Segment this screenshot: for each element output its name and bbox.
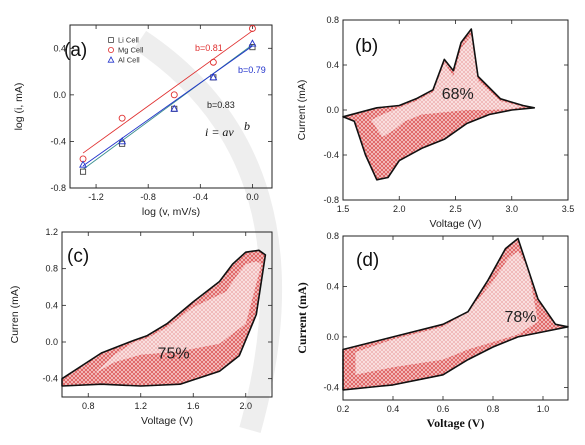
x-tick-label: 2.0: [239, 401, 252, 411]
panel-label: (c): [67, 246, 89, 267]
cv-curve: [61, 249, 267, 387]
x-tick-label: 3.5: [562, 204, 575, 214]
data-point: [209, 58, 217, 66]
legend-marker: [108, 37, 114, 43]
x-tick-label: 1.2: [134, 401, 147, 411]
x-tick-label: 0.2: [337, 404, 350, 414]
x-tick-label: 2.0: [393, 204, 406, 214]
data-point: [118, 114, 126, 122]
x-tick-label: 3.0: [505, 204, 518, 214]
y-tick-label: 0.0: [45, 337, 58, 347]
legend-entry: Al Cell: [118, 56, 140, 65]
x-axis-label: Voltage (V): [430, 218, 482, 230]
y-tick-label: 0.8: [45, 264, 58, 274]
data-point: [209, 73, 218, 81]
plot-frame: [61, 231, 273, 398]
plot-frame: [69, 24, 273, 189]
x-tick-label: 1.0: [537, 404, 550, 414]
equation-label: i = av: [205, 125, 234, 139]
capacity-region-inner: [355, 251, 538, 375]
y-axis-label: Current (mA): [295, 282, 309, 353]
data-point: [170, 91, 178, 99]
panel-c: 0.8 1.2 1.6 2.0 -0.4 0.0 0.4 0.8 1.2 Voltage (V) C…: [9, 227, 273, 427]
x-axis-label: Voltage (V): [141, 415, 193, 427]
legend-marker: [108, 47, 115, 54]
slope-label: b=0.79: [238, 65, 266, 75]
y-tick-label: -0.8: [50, 183, 66, 193]
x-tick-label: 0.4: [387, 404, 400, 414]
y-tick-label: 0.4: [53, 43, 66, 53]
cv-curve: [342, 237, 569, 391]
data-point: [248, 39, 257, 47]
capacity-region-inner: [371, 35, 523, 137]
data-point: [79, 160, 87, 168]
data-point: [79, 168, 87, 175]
legend-marker: [107, 56, 115, 63]
panel-a: -1.2 -0.8 -0.4 0.0 -0.8 -0.4 0.0 0.4 log (v, mV/…: [13, 24, 273, 218]
x-tick-label: 2.5: [449, 204, 462, 214]
slope-label: b=0.81: [195, 43, 223, 53]
data-point: [170, 104, 179, 112]
data-point: [249, 44, 256, 51]
y-tick-label: -0.8: [323, 195, 339, 205]
capacity-percent-label: 78%: [504, 309, 536, 326]
capacity-percent-label: 68%: [442, 86, 474, 103]
watermark-swoosh: [133, 30, 283, 433]
capacity-region-outer: [62, 250, 266, 386]
y-tick-label: 0.4: [45, 300, 58, 310]
legend-entry: Mg Cell: [118, 46, 144, 55]
y-tick-label: 0.4: [326, 60, 339, 70]
x-tick-label: -1.2: [88, 192, 104, 202]
legend-entry: Li Cell: [118, 36, 139, 45]
y-tick-label: -0.4: [50, 136, 66, 146]
x-axis-label: Voltage (V): [427, 416, 485, 430]
panel-b: 1.5 2.0 2.5 3.0 3.5 -0.8 -0.4 0.0 0.4 0.8 Voltage …: [296, 15, 574, 230]
capacity-region-inner: [94, 261, 262, 374]
x-tick-label: 0.8: [82, 401, 95, 411]
fit-line-mg-cell: [82, 30, 253, 154]
y-tick-label: 0.8: [326, 231, 339, 241]
x-tick-label: -0.4: [193, 192, 209, 202]
y-axis-label: Curren (mA): [9, 286, 21, 344]
y-tick-label: 0.8: [326, 15, 339, 25]
panel-label: (a): [64, 40, 87, 61]
plot-frame: [342, 235, 569, 401]
fit-line-al-cell: [82, 45, 253, 167]
y-axis-label: log (i, mA): [13, 83, 25, 131]
panel-label: (d): [356, 250, 379, 271]
y-tick-label: 0.4: [326, 281, 339, 291]
cv-curve: [342, 28, 536, 181]
x-tick-label: 0.0: [246, 192, 259, 202]
capacity-percent-label: 75%: [158, 346, 190, 363]
x-tick-label: -0.8: [140, 192, 156, 202]
equation-exponent: b: [244, 119, 250, 133]
slope-label: b=0.83: [207, 100, 235, 110]
y-tick-label: 1.2: [45, 227, 58, 237]
panel-label: (b): [355, 36, 378, 57]
y-tick-label: -0.4: [42, 374, 58, 384]
x-tick-label: 0.8: [487, 404, 500, 414]
data-point: [118, 137, 127, 145]
y-tick-label: -0.4: [323, 382, 339, 392]
x-axis-label: log (v, mV/s): [142, 206, 200, 218]
y-tick-label: 0.0: [326, 105, 339, 115]
y-axis-label: Current (mA): [296, 80, 308, 141]
x-tick-label: 0.6: [437, 404, 450, 414]
y-tick-label: -0.4: [323, 150, 339, 160]
x-tick-label: 1.6: [187, 401, 200, 411]
y-tick-label: 0.0: [53, 90, 66, 100]
x-tick-label: 1.5: [337, 204, 350, 214]
data-point: [249, 25, 256, 32]
y-tick-label: 0.0: [326, 332, 339, 342]
